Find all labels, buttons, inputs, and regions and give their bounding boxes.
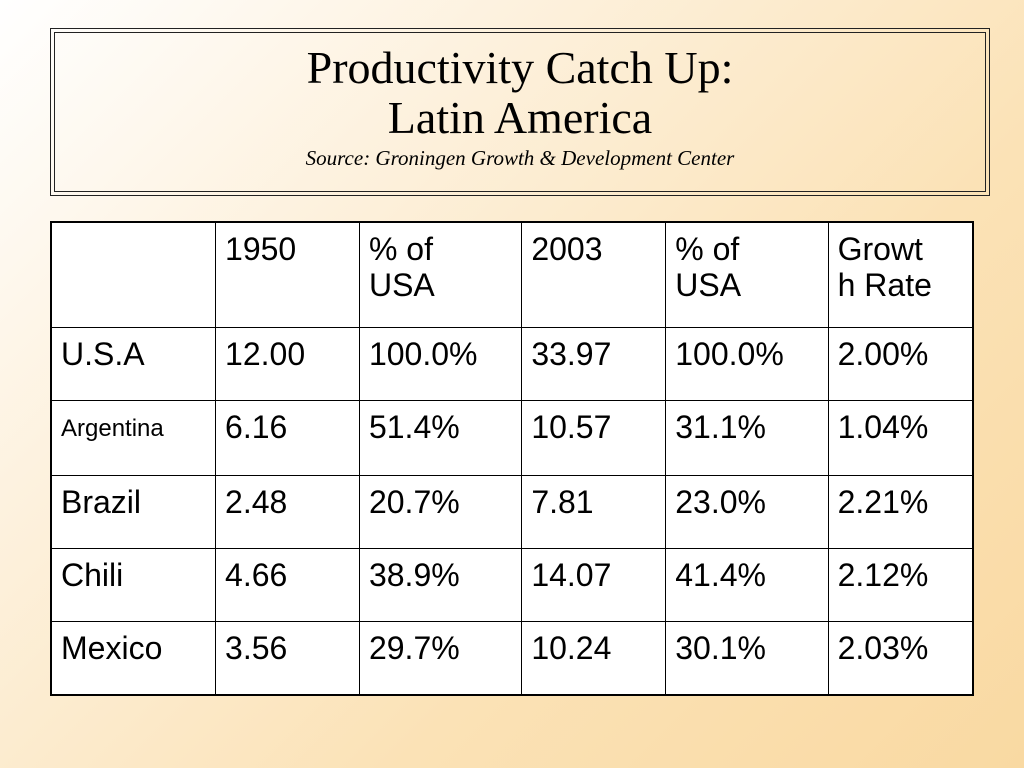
slide-title-line2: Latin America [387,92,653,143]
table-row: U.S.A 12.00 100.0% 33.97 100.0% 2.00% [50,327,974,401]
source-citation: Source: Groningen Growth & Development C… [305,146,735,170]
row-value-cell: 30.1% [665,621,829,696]
header-growth-part1: Growt [837,231,923,267]
row-value-cell: 14.07 [521,548,667,622]
table-row: Brazil 2.48 20.7% 7.81 23.0% 2.21% [50,475,974,549]
header-pct-of: % of [368,231,433,267]
row-value-cell: 100.0% [665,327,829,401]
row-value-cell: 20.7% [358,475,523,549]
row-value-cell: 31.1% [665,400,829,476]
row-value-cell: 3.56 [215,621,360,696]
table-row: Mexico 3.56 29.7% 10.24 30.1% 2.03% [50,621,974,696]
row-value-cell: 2.48 [215,475,360,549]
header-pct-of: % of [675,231,740,267]
row-value-cell: 7.81 [521,475,667,549]
header-cell-pct-usa-1950: % of USA [358,221,523,328]
row-value-cell: 33.97 [521,327,667,401]
row-value-cell: 12.00 [215,327,360,401]
row-value-cell: 4.66 [215,548,360,622]
row-value-cell: 10.24 [521,621,667,696]
row-value-cell: 51.4% [358,400,523,476]
row-value-cell: 6.16 [215,400,360,476]
table-row: Argentina 6.16 51.4% 10.57 31.1% 1.04% [50,400,974,476]
row-value-cell: 38.9% [358,548,523,622]
title-frame: Productivity Catch Up: Latin America Sou… [54,32,986,192]
productivity-table: 1950 % of USA 2003 % of USA Growt h Rate… [50,221,974,696]
header-cell-1950: 1950 [215,221,360,328]
row-value-cell: 2.12% [827,548,974,622]
row-country-cell: U.S.A [50,327,217,401]
header-cell-2003: 2003 [521,221,667,328]
table-row: Chili 4.66 38.9% 14.07 41.4% 2.12% [50,548,974,622]
header-cell-country [50,221,217,328]
row-value-cell: 2.00% [827,327,974,401]
row-value-cell: 2.03% [827,621,974,696]
title-box: Productivity Catch Up: Latin America Sou… [50,28,990,196]
row-value-cell: 100.0% [358,327,523,401]
header-usa: USA [675,267,742,303]
header-cell-growth-rate: Growt h Rate [827,221,974,328]
header-growth-part2: h Rate [837,267,932,303]
row-country-cell: Chili [50,548,217,622]
row-value-cell: 10.57 [521,400,667,476]
slide-title-line1: Productivity Catch Up: [306,42,734,93]
row-value-cell: 1.04% [827,400,974,476]
row-value-cell: 29.7% [358,621,523,696]
row-value-cell: 23.0% [665,475,829,549]
header-cell-pct-usa-2003: % of USA [665,221,829,328]
header-usa: USA [368,267,435,303]
row-country-cell: Mexico [50,621,217,696]
row-country-cell: Brazil [50,475,217,549]
row-value-cell: 2.21% [827,475,974,549]
row-country-cell: Argentina [50,400,217,476]
table-header-row: 1950 % of USA 2003 % of USA Growt h Rate [50,221,974,328]
row-value-cell: 41.4% [665,548,829,622]
